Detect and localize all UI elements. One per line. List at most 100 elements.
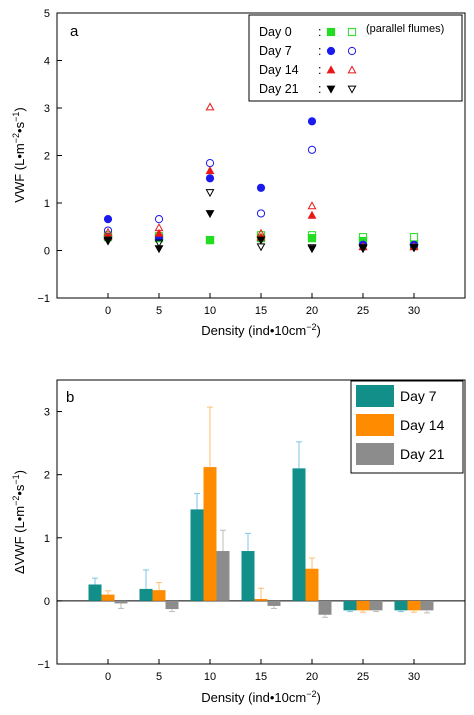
point-open-triangle-down [205,189,215,198]
x-tick-label-a: 10 [204,305,216,317]
point-filled-triangle-down [154,245,164,254]
legend-marker-open-a [347,65,357,74]
a-marks [103,102,419,254]
point-open-triangle-up [307,201,317,210]
point-open-triangle-up [205,102,215,111]
legend-b-entries: Day 7 Day 14 Day 21 [356,385,445,465]
legend-label-b: Day 21 [400,446,445,462]
point-filled-triangle-down [205,210,215,219]
bar-day-7 [88,584,102,601]
bar-day-21 [420,600,434,611]
legend-label-b: Day 14 [400,417,445,433]
point-open-circle [205,159,215,168]
y-axis-title-b: ΔVWF (L•m−2•s−1) [11,470,27,574]
x-tick-label-a: 30 [408,305,420,317]
legend-marker-open-a [347,27,357,37]
bar-day-14 [407,600,421,611]
bar-day-14 [254,598,268,601]
bar-day-21 [216,551,230,601]
legend-marker-filled-a [326,27,336,37]
x-tick-label-a: 0 [105,305,111,317]
legend-swatch-b [356,385,394,407]
x-tick-label-b: 15 [255,671,267,683]
bar-day-7 [394,600,408,611]
y-tick-label-a: 0 [44,246,50,258]
y-tick-label-b: 2 [44,470,50,482]
bar-day-14 [203,467,217,601]
point-filled-triangle-down [103,237,113,246]
x-tick-label-b: 20 [306,671,318,683]
legend-marker-filled-a [326,46,336,56]
legend-marker-filled-a [326,85,336,94]
bar-day-7 [343,600,357,611]
point-open-circle [256,209,266,218]
bar-day-7 [241,551,255,601]
legend-a-entries: Day 0: Day 7: Day 14: Day 21: [259,25,357,96]
x-axis-title-b: Density (ind•10cm−2) [201,689,321,705]
bar-day-7 [292,468,306,601]
y-tick-label-a: 2 [44,151,50,163]
panel-a: −1 0 1 2 3 4 5 0 5 10 15 20 25 30 a Day 0: Day 7: Day 1… [11,8,466,338]
b-marks [88,406,434,618]
y-tick-label-b: 1 [44,533,50,545]
y-tick-label-a: 1 [44,198,50,210]
point-filled-circle [307,117,317,126]
legend-label-a: Day 0 [259,25,292,39]
y-tick-label-a: 3 [44,103,50,115]
x-tick-label-a: 15 [255,305,267,317]
legend-label-a: Day 21 [259,82,299,96]
panel-label-b: b [66,389,74,406]
point-open-square [409,233,419,242]
bar-day-21 [318,600,332,615]
point-filled-circle [256,183,266,192]
bar-day-21 [267,600,281,606]
legend-label-b: Day 7 [400,388,437,404]
point-filled-triangle-down [358,244,368,253]
x-tick-label-a: 5 [156,305,162,317]
legend-colon-a: : [318,25,321,39]
y-tick-label-b: 0 [44,596,50,608]
bar-day-14 [356,600,370,611]
legend-note: (parallel flumes) [366,23,444,35]
point-filled-triangle-down [256,236,266,245]
point-open-circle [154,215,164,224]
y-tick-label-a: 5 [44,8,50,20]
point-filled-triangle-down [307,245,317,254]
legend-marker-open-a [347,46,357,56]
bar-day-21 [114,600,128,604]
bar-day-14 [152,590,166,601]
legend-swatch-b [356,414,394,436]
bar-day-21 [165,600,179,610]
legend-marker-open-a [347,85,357,94]
bar-day-7 [139,588,153,601]
legend-marker-filled-a [326,65,336,74]
x-tick-label-b: 25 [357,671,369,683]
legend-swatch-b [356,443,394,465]
y-axis-title-a: VWF (L•m−2•s−1) [11,107,27,202]
point-filled-circle [205,174,215,183]
y-tick-label-a: 4 [44,56,50,68]
y-tick-label-a: −1 [37,293,50,305]
a-axes: −1 0 1 2 3 4 5 0 5 10 15 20 25 30 [37,8,420,317]
legend-label-a: Day 14 [259,63,299,77]
x-tick-label-a: 20 [306,305,318,317]
bar-day-14 [101,594,115,601]
point-filled-triangle-down [409,244,419,253]
legend-label-a: Day 7 [259,44,292,58]
point-filled-triangle-up [307,210,317,219]
legend-colon-a: : [318,44,321,58]
y-tick-label-b: −1 [37,659,50,671]
x-tick-label-b: 0 [105,671,111,683]
x-tick-label-b: 10 [204,671,216,683]
point-open-circle [307,145,317,154]
point-open-triangle-down [154,239,164,248]
point-filled-triangle-up [154,228,164,237]
legend-colon-a: : [318,82,321,96]
y-tick-label-b: 3 [44,407,50,419]
bar-day-14 [305,568,319,601]
point-filled-circle [103,215,113,224]
x-axis-title-a: Density (ind•10cm−2) [201,322,321,338]
point-open-triangle-down [256,243,266,252]
